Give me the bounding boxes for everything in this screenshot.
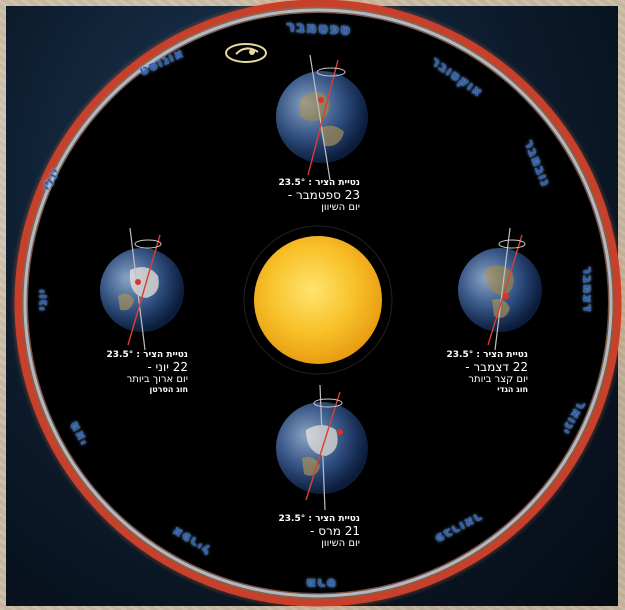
axis-tilt-label: נטיית הציר : 23.5° [278, 514, 360, 524]
caption-september: נטיית הציר : 23.5° 23 ספטמבר - יום השיוו… [230, 178, 360, 213]
earth-left [100, 227, 184, 351]
earth-bottom [276, 384, 368, 511]
axis-tilt-label: נטיית הציר : 23.5° [278, 178, 360, 188]
description-label: יום השיוון [321, 202, 360, 213]
earth-top [276, 54, 368, 181]
description-label: יום קצר ביותר [468, 374, 528, 385]
tropic-label: חוג הסרטן [149, 385, 188, 394]
date-label: 22 יוני - [147, 360, 188, 374]
caption-march: נטיית הציר : 23.5° 21 מרס - יום השיוון [230, 514, 360, 549]
sun [254, 236, 382, 364]
red-ring [14, 0, 622, 607]
axis-tilt-label: נטיית הציר : 23.5° [446, 350, 528, 360]
description-label: יום השיוון [321, 538, 360, 549]
month-september: ספטמבר [285, 17, 352, 39]
month-march: מרס [305, 575, 337, 591]
month-december: דצמבר [579, 266, 595, 313]
axis-tilt-label: נטיית הציר : 23.5° [106, 350, 188, 360]
earth-right [458, 227, 542, 351]
date-label: 23 ספטמבר - [287, 188, 360, 202]
date-label: 22 דצמבר - [465, 360, 528, 374]
sun-halo [243, 225, 393, 375]
tropic-label: חוג הגדי [497, 385, 528, 394]
date-label: 21 מרס - [310, 524, 360, 538]
description-label: יום ארוך ביותר [126, 374, 188, 385]
caption-december: נטיית הציר : 23.5° 22 דצמבר - יום קצר בי… [398, 350, 528, 394]
month-june: יוני [35, 288, 51, 311]
caption-june: נטיית הציר : 23.5° 22 יוני - יום ארוך בי… [58, 350, 188, 394]
light-ring [23, 8, 613, 598]
logo-icon [225, 43, 267, 63]
